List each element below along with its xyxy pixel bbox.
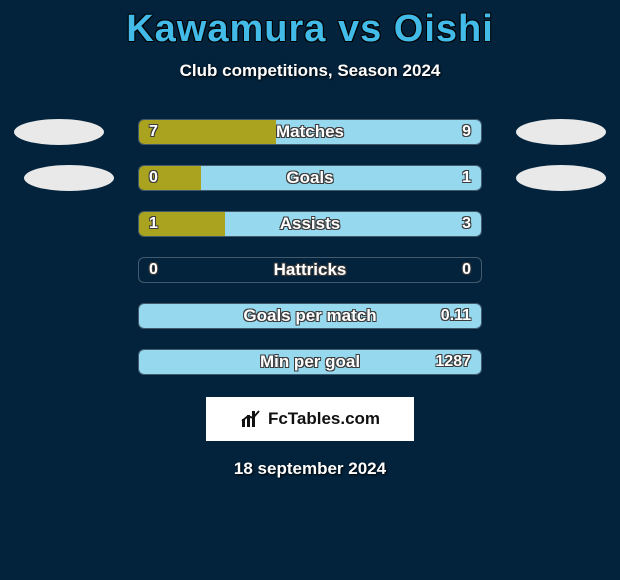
stat-left-value: 0 <box>149 258 158 282</box>
chart-icon <box>240 409 262 429</box>
player-badge-right <box>516 119 606 145</box>
stat-bar-track: 0.11Goals per match <box>138 303 482 329</box>
stat-left-value: 7 <box>149 120 158 144</box>
stat-right-value: 3 <box>462 212 471 236</box>
stat-bar-track: 0 0Hattricks <box>138 257 482 283</box>
stat-bar-right-fill <box>276 120 481 144</box>
stat-row: 01Goals <box>0 155 620 201</box>
stat-row: 13Assists <box>0 201 620 247</box>
stat-row: 1287Min per goal <box>0 339 620 385</box>
stat-bar-right-fill <box>201 166 481 190</box>
stat-bar-right-fill <box>139 350 481 374</box>
comparison-chart: 79Matches01Goals13Assists00Hattricks0.11… <box>0 109 620 385</box>
player-badge-left <box>24 165 114 191</box>
footer-date: 18 september 2024 <box>0 459 620 479</box>
stat-left-value: 0 <box>149 166 158 190</box>
stat-bar-right-fill <box>225 212 482 236</box>
stat-right-value: 0.11 <box>441 304 471 328</box>
comparison-title: Kawamura vs Oishi <box>0 0 620 51</box>
stat-bar-track: 01Goals <box>138 165 482 191</box>
stat-bar-track: 13Assists <box>138 211 482 237</box>
stat-bar-track: 1287Min per goal <box>138 349 482 375</box>
stat-row: 0 0Hattricks <box>0 247 620 293</box>
stat-right-value: 9 <box>462 120 471 144</box>
stat-right-value: 0 <box>462 258 471 282</box>
comparison-subtitle: Club competitions, Season 2024 <box>0 61 620 81</box>
stat-label: Hattricks <box>139 258 481 282</box>
stat-right-value: 1287 <box>435 350 471 374</box>
stat-bar-track: 79Matches <box>138 119 482 145</box>
stat-bar-left-fill <box>139 120 276 144</box>
branding-box: FcTables.com <box>206 397 414 441</box>
stat-row: 79Matches <box>0 109 620 155</box>
stat-left-value: 1 <box>149 212 158 236</box>
branding-text: FcTables.com <box>268 409 380 429</box>
player-badge-right <box>516 165 606 191</box>
player-badge-left <box>14 119 104 145</box>
stat-right-value: 1 <box>462 166 471 190</box>
stat-row: 0.11Goals per match <box>0 293 620 339</box>
stat-bar-right-fill <box>139 304 481 328</box>
